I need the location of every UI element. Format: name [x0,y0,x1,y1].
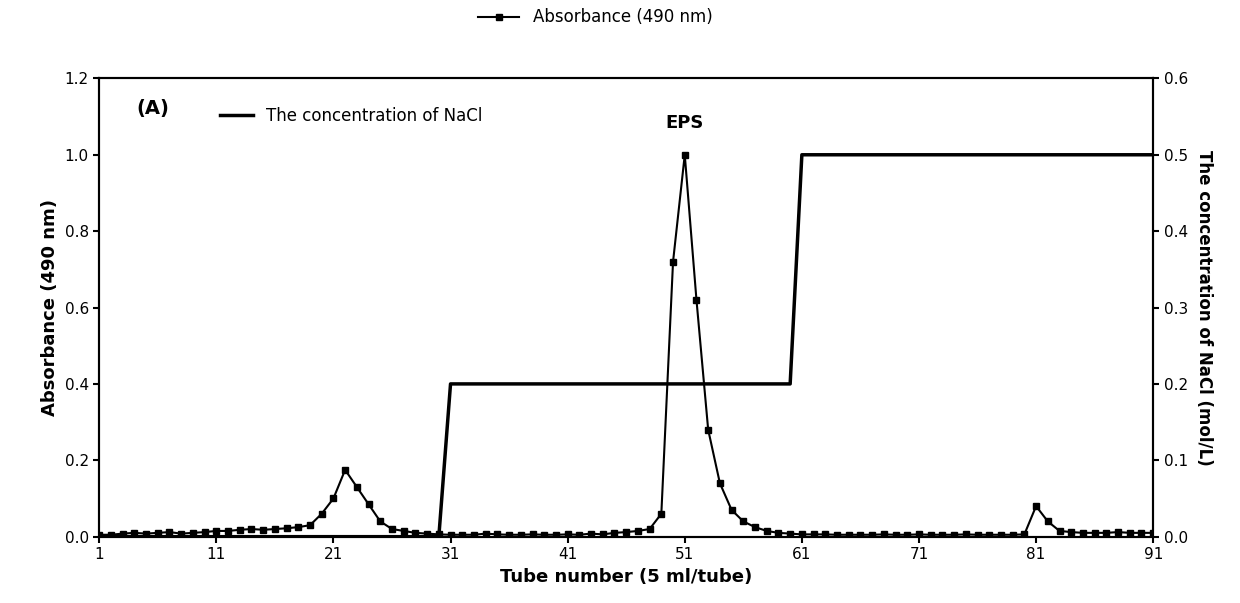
Text: EPS: EPS [666,114,704,132]
Y-axis label: Absorbance (490 nm): Absorbance (490 nm) [41,199,60,416]
Text: (A): (A) [136,99,169,118]
Y-axis label: The concentration of NaCl (mol/L): The concentration of NaCl (mol/L) [1195,150,1213,466]
X-axis label: Tube number (5 ml/tube): Tube number (5 ml/tube) [500,567,753,586]
Legend: The concentration of NaCl: The concentration of NaCl [213,101,490,132]
Legend: Absorbance (490 nm): Absorbance (490 nm) [477,8,713,27]
